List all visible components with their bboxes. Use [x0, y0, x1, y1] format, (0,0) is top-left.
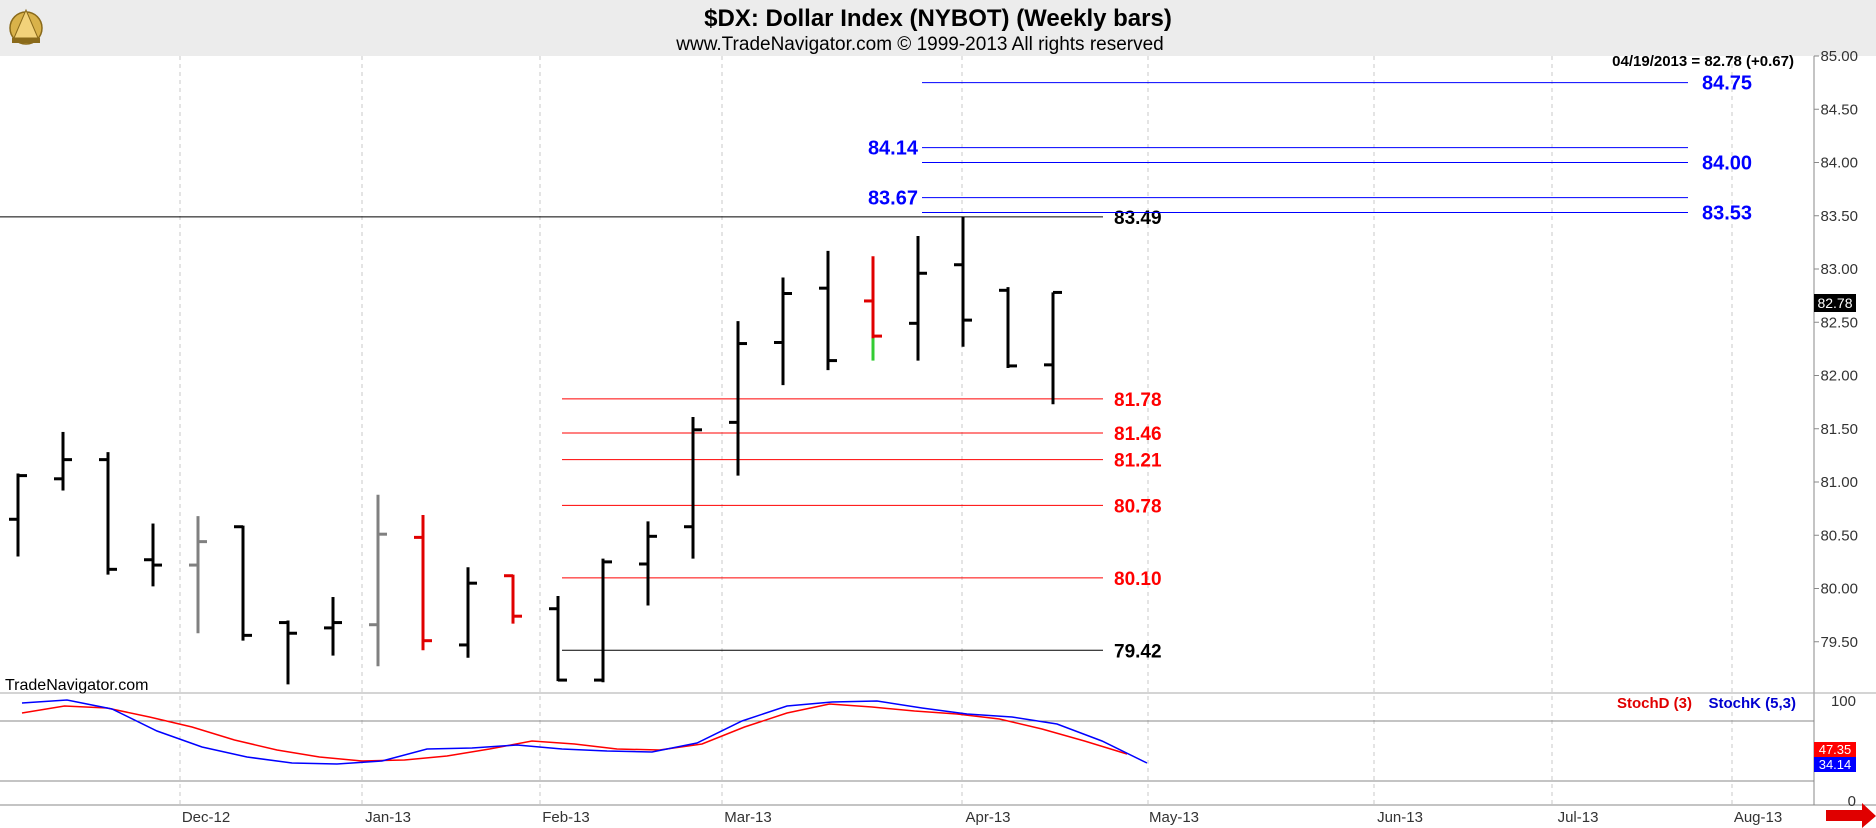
y-tick-label: 85.00 [1820, 48, 1858, 65]
x-tick-label: Jun-13 [1377, 809, 1423, 826]
ohlc-bar [99, 452, 117, 575]
ohlc-bar [729, 321, 747, 476]
y-tick-label: 82.00 [1820, 368, 1858, 385]
ohlc-bar [684, 417, 702, 559]
support-label: 81.21 [1114, 451, 1162, 472]
y-tick-label: 82.50 [1820, 314, 1858, 331]
ohlc-bar [369, 494, 387, 667]
x-tick-label: Jan-13 [365, 809, 411, 826]
resistance-label: 83.53 [1702, 203, 1752, 225]
y-tick-label: 84.00 [1820, 155, 1858, 172]
stoch-d-value-bg [1814, 742, 1856, 757]
last-price-tag-bg [1814, 294, 1856, 312]
support-label: 81.78 [1114, 390, 1162, 411]
support-label: 80.10 [1114, 569, 1162, 590]
x-tick-label: Feb-13 [542, 809, 590, 826]
ohlc-bar [639, 521, 657, 606]
level-label: 83.49 [1114, 208, 1162, 229]
stoch-tick-label: 100 [1831, 693, 1856, 710]
y-tick-label: 83.00 [1820, 261, 1858, 278]
stoch-k-value: 34.14 [1819, 757, 1852, 772]
watermark: TradeNavigator.com [5, 677, 148, 694]
stochastic-panel [21, 699, 1148, 765]
ohlc-bar [909, 235, 927, 361]
x-tick-label: Mar-13 [724, 809, 772, 826]
header-bar [0, 0, 1876, 56]
y-tick-label: 81.50 [1820, 421, 1858, 438]
resistance-label: 84.00 [1702, 153, 1752, 175]
stoch-k-value-bg [1814, 757, 1856, 772]
x-tick-label: Aug-13 [1734, 809, 1782, 826]
grid [0, 56, 1814, 805]
stoch-d-line [21, 703, 1128, 762]
stoch-tick-label: 0 [1848, 793, 1856, 810]
x-tick-label: Jul-13 [1558, 809, 1599, 826]
ohlc-bar [324, 597, 342, 656]
stoch-k-line [21, 699, 1148, 765]
ohlc-bar [774, 277, 792, 386]
chart-title: $DX: Dollar Index (NYBOT) (Weekly bars) [704, 5, 1172, 32]
ohlc-bar [189, 516, 207, 634]
axes: Dec-12 Jan-13 Feb-13 Mar-13 Apr-13 May-13 Jun-… [0, 48, 1876, 826]
y-tick-label: 79.50 [1820, 634, 1858, 651]
chart-subtitle: www.TradeNavigator.com © 1999-2013 All r… [675, 34, 1163, 55]
level-label: 79.42 [1114, 641, 1162, 662]
ohlc-bar [54, 431, 72, 491]
ohlc-bar [234, 525, 252, 641]
stoch-d-value: 47.35 [1819, 742, 1852, 757]
ohlc-bar [954, 216, 972, 347]
logo-icon [9, 8, 43, 45]
stoch-k-legend: StochK (5,3) [1708, 695, 1796, 712]
resistance-label: 84.14 [868, 138, 919, 160]
ohlc-bar [504, 574, 522, 624]
resistance-label: 83.67 [868, 188, 918, 210]
last-price-tag: 82.78 [1817, 295, 1852, 311]
y-tick-label: 81.00 [1820, 474, 1858, 491]
ohlc-bar [819, 250, 837, 371]
ohlc-bar [414, 515, 432, 651]
ohlc-bar [594, 558, 612, 683]
y-tick-label: 80.00 [1820, 581, 1858, 598]
ohlc-bar [9, 473, 27, 557]
ohlc-bar [864, 256, 882, 355]
scroll-right-arrow-icon[interactable] [1826, 803, 1876, 828]
ohlc-bar [549, 595, 567, 682]
stoch-d-legend: StochD (3) [1617, 695, 1692, 712]
ohlc-bar [144, 523, 162, 587]
ohlc-bars [9, 216, 1062, 685]
resistance-label: 84.75 [1702, 73, 1752, 95]
x-tick-label: May-13 [1149, 809, 1199, 826]
ohlc-bar [999, 287, 1017, 369]
y-tick-label: 83.50 [1820, 208, 1858, 225]
x-tick-label: Dec-12 [182, 809, 230, 826]
y-tick-label: 84.50 [1820, 101, 1858, 118]
x-tick-label: Apr-13 [965, 809, 1010, 826]
price-levels: 83.49 79.42 81.78 81.46 81.21 80.78 80.10 84.14… [0, 73, 1752, 662]
ohlc-bar [1044, 290, 1062, 405]
ohlc-bar [279, 620, 297, 685]
support-label: 80.78 [1114, 496, 1162, 517]
y-tick-label: 80.50 [1820, 527, 1858, 544]
support-label: 81.46 [1114, 424, 1162, 445]
last-quote: 04/19/2013 = 82.78 (+0.67) [1612, 53, 1794, 70]
ohlc-bar [459, 567, 477, 658]
